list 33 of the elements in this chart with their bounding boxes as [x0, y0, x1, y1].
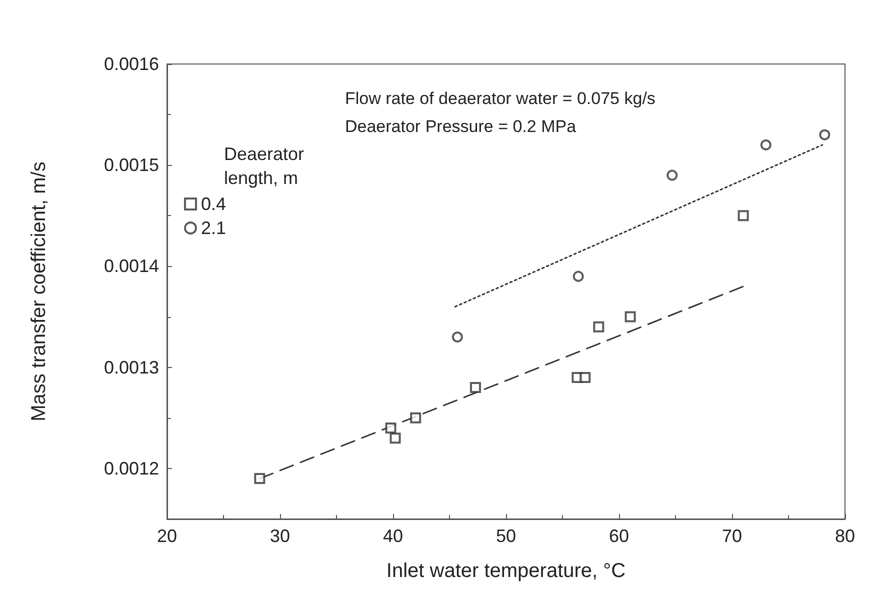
legend-label: 0.4 — [201, 194, 226, 214]
point — [452, 332, 463, 342]
point — [572, 270, 584, 282]
point — [580, 372, 591, 383]
y-tick-label: 0.0012 — [104, 458, 159, 478]
x-axis-title: Inlet water temperature, °C — [386, 560, 626, 582]
point — [819, 129, 830, 140]
point — [666, 170, 678, 181]
legend-label: 2.1 — [201, 218, 226, 238]
point — [390, 432, 401, 444]
annotation: Deaerator Pressure = 0.2 MPa — [345, 117, 577, 136]
point — [738, 210, 749, 222]
x-tick-label: 30 — [270, 526, 290, 546]
x-tick-label: 50 — [496, 526, 516, 546]
x-tick-label: 40 — [382, 526, 404, 546]
legend-title: Deaerator length, m — [224, 144, 310, 188]
y-tick-label: 0.0016 — [104, 54, 159, 74]
annotation: Flow rate of deaerator water = 0.075 kg/s — [345, 89, 656, 108]
y-tick-label: 0.0014 — [104, 256, 159, 276]
point — [593, 321, 604, 332]
y-tick-label: 0.0015 — [104, 155, 159, 176]
y-axis-title: Mass transfer coefficient, m/s — [28, 162, 50, 422]
x-tick-label: 60 — [608, 526, 630, 546]
x-tick-label: 80 — [834, 526, 856, 546]
x-tick-label: 20 — [156, 526, 178, 546]
point — [410, 412, 422, 424]
y-tick-label: 0.0013 — [104, 357, 159, 378]
x-tick-label: 70 — [722, 526, 742, 546]
point — [385, 422, 396, 434]
point — [760, 139, 772, 150]
point — [470, 382, 481, 394]
point — [624, 311, 636, 322]
point — [254, 473, 266, 484]
